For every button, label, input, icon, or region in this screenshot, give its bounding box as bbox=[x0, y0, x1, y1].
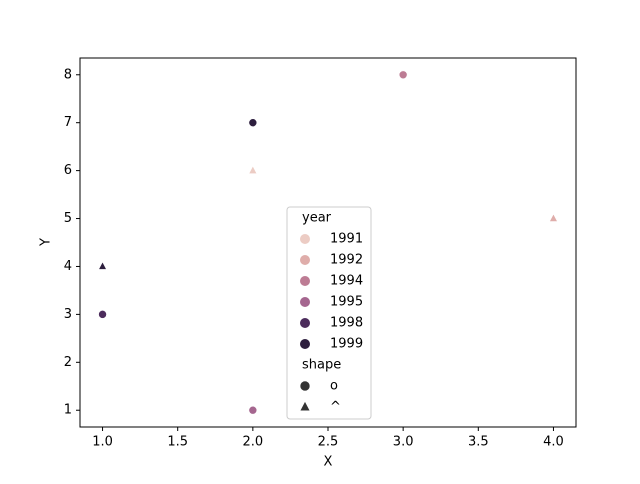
x-tick-label: 4.0 bbox=[543, 435, 564, 450]
legend-marker bbox=[300, 276, 310, 286]
y-tick-label: 6 bbox=[64, 163, 72, 178]
legend-title: year bbox=[302, 211, 332, 226]
data-point bbox=[98, 310, 107, 319]
legend-label: 1999 bbox=[330, 337, 363, 352]
y-tick-label: 8 bbox=[64, 67, 72, 82]
legend-marker bbox=[300, 234, 310, 244]
legend-label: 1991 bbox=[330, 232, 363, 247]
legend-marker bbox=[299, 380, 311, 392]
legend-marker bbox=[299, 400, 311, 412]
x-axis-label: X bbox=[324, 455, 333, 470]
legend-label: o bbox=[330, 379, 338, 394]
y-tick-label: 7 bbox=[64, 115, 72, 130]
y-tick-label: 2 bbox=[64, 355, 72, 370]
y-tick-label: 1 bbox=[64, 403, 72, 418]
legend-marker bbox=[300, 297, 310, 307]
legend-marker bbox=[300, 318, 310, 328]
x-tick-label: 2.0 bbox=[243, 435, 264, 450]
legend-label: 1998 bbox=[330, 316, 363, 331]
legend-label: 1995 bbox=[330, 295, 363, 310]
y-axis-label: Y bbox=[39, 238, 54, 247]
data-point bbox=[548, 213, 558, 222]
legend-marker bbox=[300, 339, 310, 349]
legend-title: shape bbox=[302, 358, 341, 373]
data-point bbox=[248, 405, 258, 415]
legend: year 1991 1992 1994 1995 1998 1999 shape o ^ bbox=[286, 206, 372, 420]
legend-label: 1992 bbox=[330, 253, 363, 268]
x-tick-label: 3.5 bbox=[468, 435, 489, 450]
data-point bbox=[248, 118, 258, 127]
x-tick-label: 3.0 bbox=[393, 435, 414, 450]
data-point bbox=[98, 261, 108, 270]
data-point bbox=[398, 70, 408, 80]
x-tick-label: 1.0 bbox=[92, 435, 113, 450]
legend-marker bbox=[300, 255, 310, 265]
x-tick-label: 1.5 bbox=[167, 435, 188, 450]
legend-label: 1994 bbox=[330, 274, 363, 289]
y-tick-label: 5 bbox=[64, 211, 72, 226]
y-tick-label: 3 bbox=[64, 307, 72, 322]
x-tick-label: 2.5 bbox=[318, 435, 339, 450]
y-tick-label: 4 bbox=[64, 259, 72, 274]
data-point bbox=[248, 165, 258, 174]
legend-label: ^ bbox=[330, 400, 341, 415]
